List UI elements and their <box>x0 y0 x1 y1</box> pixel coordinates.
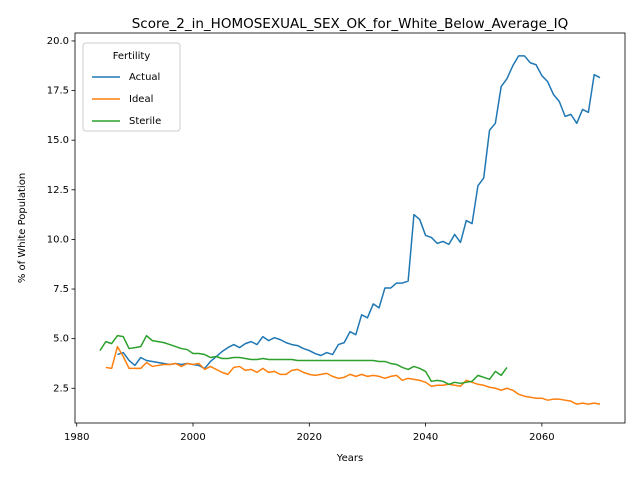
x-tick-label: 2060 <box>529 432 554 443</box>
y-tick-label: 5.0 <box>53 334 69 345</box>
legend-label: Actual <box>129 72 160 83</box>
chart-title: Score_2_in_HOMOSEXUAL_SEX_OK_for_White_B… <box>132 16 569 32</box>
legend-box <box>82 42 181 132</box>
x-tick-label: 2020 <box>297 432 322 443</box>
plot-frame <box>74 32 626 424</box>
y-tick-label: 10.0 <box>47 234 69 245</box>
y-tick-label: 20.0 <box>47 36 69 47</box>
y-tick-label: 7.5 <box>53 284 69 295</box>
x-tick-label: 1980 <box>64 432 89 443</box>
legend-label: Ideal <box>129 94 153 105</box>
x-tick-label: 2040 <box>413 432 438 443</box>
y-tick-label: 12.5 <box>47 185 69 196</box>
x-axis-label: Years <box>336 453 363 464</box>
y-axis-label: % of White Population <box>17 173 28 283</box>
series-line <box>99 334 508 386</box>
x-tick-label: 2000 <box>180 432 205 443</box>
y-tick-label: 17.5 <box>47 86 69 97</box>
y-tick-label: 2.5 <box>53 383 69 394</box>
legend-title: Fertility <box>113 51 151 62</box>
y-tick-label: 15.0 <box>47 135 69 146</box>
series-line <box>105 345 601 405</box>
legend-label: Sterile <box>129 116 161 127</box>
series-line <box>117 55 601 370</box>
